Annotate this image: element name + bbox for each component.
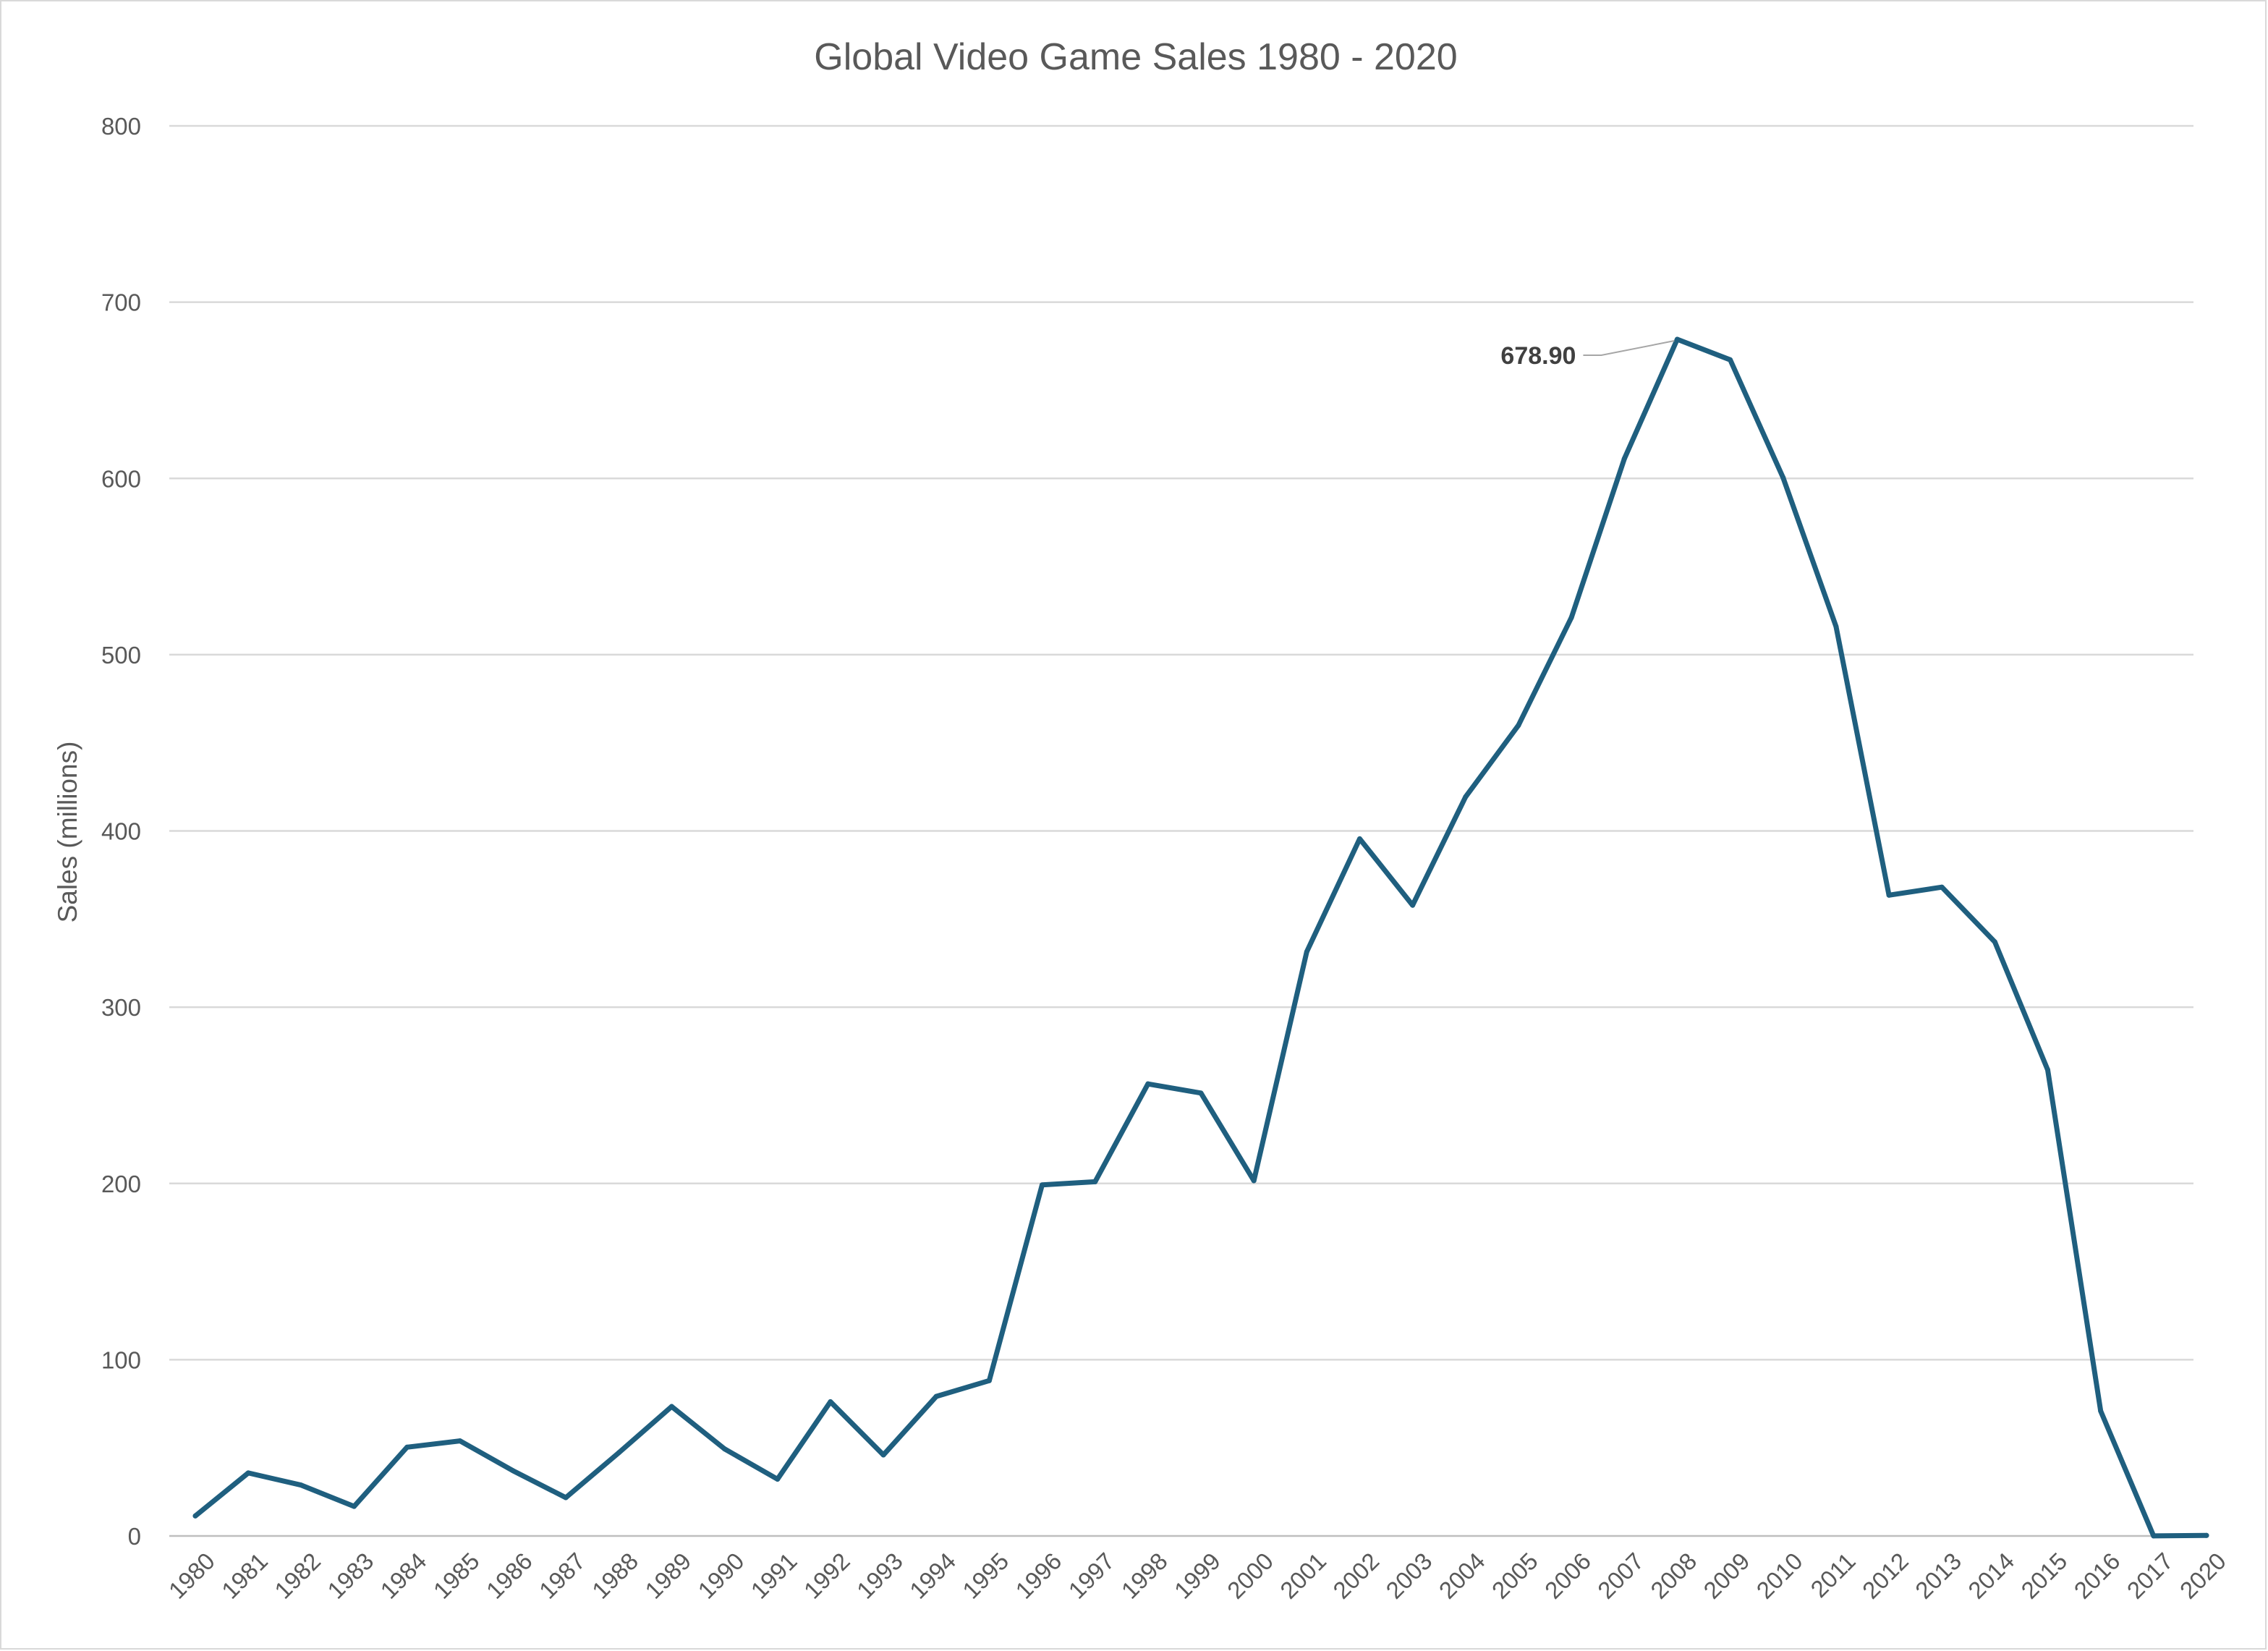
data-point [1939, 884, 1945, 890]
y-tick-label: 400 [101, 818, 141, 845]
data-point [1516, 722, 1521, 728]
x-tick-label: 1983 [322, 1548, 378, 1604]
data-point [1304, 948, 1309, 954]
x-tick-label: 2010 [1751, 1548, 1808, 1604]
y-tick-label: 700 [101, 289, 141, 316]
x-tick-label: 1999 [1169, 1548, 1226, 1604]
x-tick-label: 2017 [2122, 1548, 2178, 1604]
data-point [2045, 1067, 2051, 1073]
data-point [1568, 615, 1574, 621]
y-axis-label: Sales (millions) [53, 742, 82, 923]
chart-title: Global Video Game Sales 1980 - 2020 [814, 36, 1457, 78]
data-point [298, 1482, 304, 1488]
x-tick-label: 2001 [1275, 1548, 1331, 1604]
data-point [2098, 1408, 2104, 1414]
data-point [775, 1476, 781, 1482]
x-tick-label: 2020 [2175, 1548, 2231, 1604]
x-tick-label: 1991 [746, 1548, 802, 1604]
data-point [1992, 939, 1997, 945]
series-line [192, 336, 2209, 1539]
data-label: 678.90 [1500, 342, 1576, 370]
x-tick-label: 2008 [1645, 1548, 1702, 1604]
y-tick-label: 0 [128, 1523, 141, 1550]
x-tick-label: 2002 [1328, 1548, 1384, 1604]
data-point [563, 1495, 569, 1501]
x-axis-ticks: 1980198119821983198419851986198719881989… [163, 1548, 2231, 1604]
x-tick-label: 2005 [1487, 1548, 1543, 1604]
y-tick-label: 100 [101, 1346, 141, 1373]
x-tick-label: 1985 [428, 1548, 485, 1604]
x-tick-label: 2015 [2016, 1548, 2072, 1604]
x-tick-label: 2004 [1434, 1548, 1490, 1604]
x-tick-label: 1988 [587, 1548, 643, 1604]
data-point [986, 1378, 992, 1383]
x-tick-label: 1994 [904, 1548, 961, 1604]
y-tick-label: 800 [101, 113, 141, 140]
data-point [1463, 794, 1469, 799]
x-tick-label: 2000 [1222, 1548, 1278, 1604]
data-point [1780, 475, 1786, 480]
x-tick-label: 1986 [481, 1548, 538, 1604]
x-tick-label: 2014 [1963, 1548, 2019, 1604]
data-point [933, 1393, 939, 1399]
data-label-leader [1583, 340, 1675, 357]
y-tick-label: 200 [101, 1171, 141, 1197]
x-tick-label: 2016 [2069, 1548, 2125, 1604]
data-point [722, 1446, 728, 1452]
data-point [2151, 1533, 2157, 1539]
y-tick-label: 300 [101, 994, 141, 1021]
x-tick-label: 1984 [375, 1548, 431, 1604]
data-point [2204, 1532, 2209, 1538]
x-tick-label: 2003 [1380, 1548, 1437, 1604]
y-tick-label: 600 [101, 465, 141, 492]
x-tick-label: 1993 [851, 1548, 908, 1604]
data-point [1674, 336, 1680, 342]
series-layer [192, 336, 2209, 1539]
data-point [1040, 1182, 1045, 1188]
x-tick-label: 1987 [534, 1548, 590, 1604]
data-point [1833, 624, 1839, 629]
x-tick-label: 1997 [1063, 1548, 1120, 1604]
x-tick-label: 1995 [957, 1548, 1014, 1604]
x-tick-label: 2011 [1805, 1548, 1860, 1603]
x-tick-label: 2009 [1698, 1548, 1754, 1604]
data-point [192, 1513, 198, 1519]
data-point [828, 1399, 833, 1404]
data-point [1251, 1178, 1257, 1184]
x-tick-label: 2012 [1857, 1548, 1914, 1604]
data-point [1621, 456, 1627, 462]
data-point [510, 1468, 516, 1474]
data-point [1886, 892, 1892, 898]
x-tick-label: 2013 [1910, 1548, 1966, 1604]
annotation-layer: 678.90 [1500, 340, 1675, 370]
data-point [351, 1503, 357, 1509]
x-tick-label: 1981 [216, 1548, 273, 1604]
data-point [1198, 1090, 1204, 1096]
x-tick-label: 1989 [640, 1548, 696, 1604]
x-tick-label: 1998 [1116, 1548, 1173, 1604]
x-tick-label: 2006 [1539, 1548, 1596, 1604]
data-point [404, 1444, 410, 1450]
data-point [668, 1404, 674, 1409]
y-axis-ticks: 0 100 200 300 400 500 600 700 800 [101, 113, 141, 1550]
data-point [1410, 902, 1416, 908]
data-point [245, 1470, 251, 1476]
y-tick-label: 500 [101, 642, 141, 669]
data-point [616, 1450, 621, 1456]
data-point [1356, 836, 1362, 841]
x-tick-label: 1980 [163, 1548, 220, 1604]
data-point [880, 1452, 886, 1458]
data-point [1092, 1179, 1098, 1184]
data-point [1728, 357, 1733, 362]
gridlines [169, 124, 2193, 1537]
x-tick-label: 1992 [799, 1548, 855, 1604]
data-point [457, 1438, 463, 1444]
data-point [1145, 1081, 1151, 1087]
x-tick-label: 1990 [692, 1548, 749, 1604]
x-tick-label: 1982 [269, 1548, 326, 1604]
x-tick-label: 2007 [1592, 1548, 1649, 1604]
x-tick-label: 1996 [1010, 1548, 1066, 1604]
